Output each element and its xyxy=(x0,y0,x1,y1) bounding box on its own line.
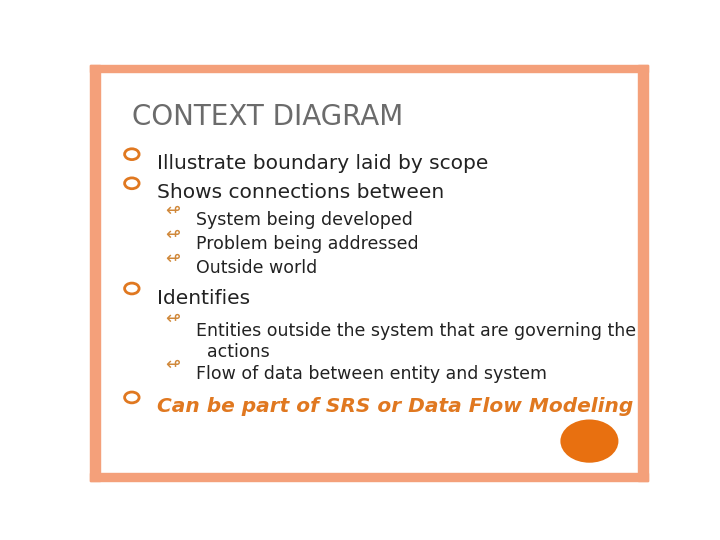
Bar xyxy=(638,65,648,481)
Bar xyxy=(90,473,648,481)
Text: ↫: ↫ xyxy=(165,226,180,244)
Text: Flow of data between entity and system: Flow of data between entity and system xyxy=(196,365,547,383)
Text: Identifies: Identifies xyxy=(157,288,250,307)
Text: System being developed: System being developed xyxy=(196,211,413,229)
Text: ↫: ↫ xyxy=(165,251,180,268)
Text: Can be part of SRS or Data Flow Modeling: Can be part of SRS or Data Flow Modeling xyxy=(157,397,633,416)
Text: Problem being addressed: Problem being addressed xyxy=(196,235,418,253)
Text: Shows connections between: Shows connections between xyxy=(157,183,444,202)
Circle shape xyxy=(560,420,618,463)
Text: ↫: ↫ xyxy=(165,356,180,374)
Text: Outside world: Outside world xyxy=(196,259,318,278)
Text: ↫: ↫ xyxy=(165,202,180,220)
Text: ↫: ↫ xyxy=(165,309,180,327)
Text: CONTEXT DIAGRAM: CONTEXT DIAGRAM xyxy=(132,103,403,131)
Text: Illustrate boundary laid by scope: Illustrate boundary laid by scope xyxy=(157,154,488,173)
Bar xyxy=(90,65,100,481)
Text: Entities outside the system that are governing the
  actions: Entities outside the system that are gov… xyxy=(196,322,636,361)
Bar xyxy=(90,65,648,72)
